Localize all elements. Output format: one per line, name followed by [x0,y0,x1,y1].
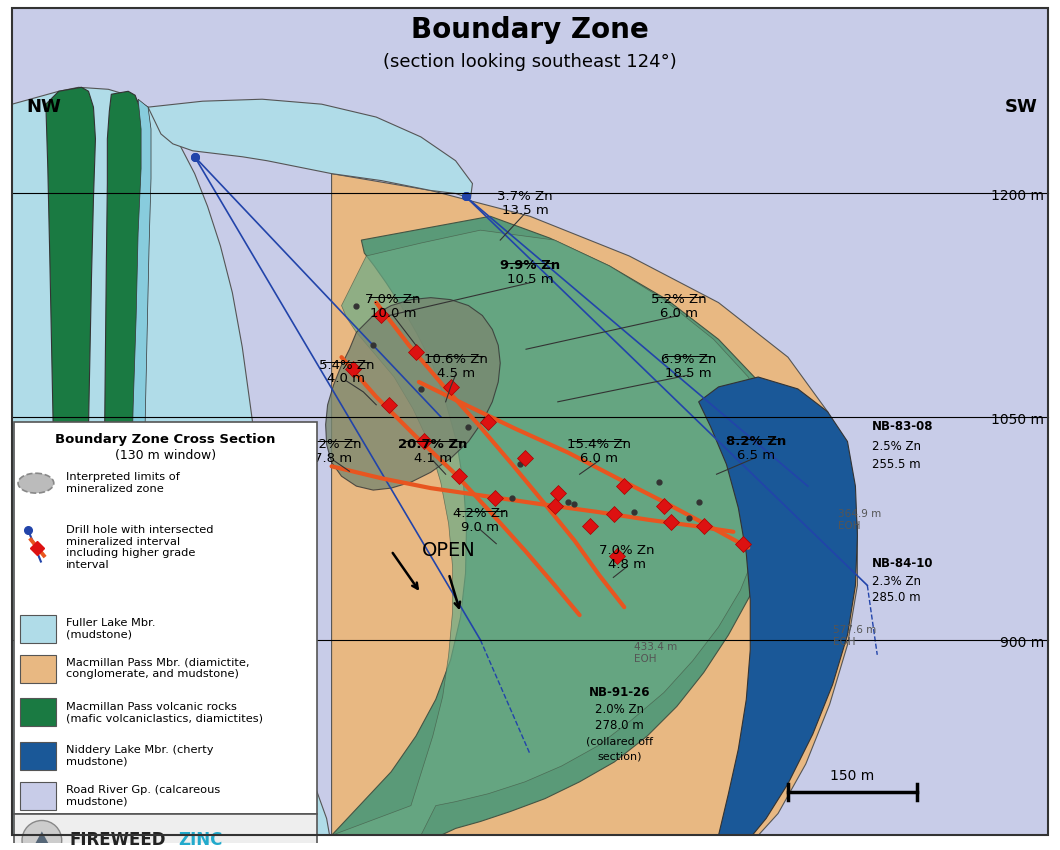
Polygon shape [332,216,780,836]
Text: 18.5 m: 18.5 m [666,366,712,380]
Text: NB-91-26: NB-91-26 [588,686,650,699]
Text: Niddery Lake Mbr. (cherty
mudstone): Niddery Lake Mbr. (cherty mudstone) [66,745,213,767]
Text: NB-84-10: NB-84-10 [872,557,934,570]
Text: EOH: EOH [837,521,860,531]
Text: 900 m: 900 m [1000,636,1044,650]
Text: 20.7% Zn: 20.7% Zn [399,438,467,451]
Text: 2.0% Zn: 2.0% Zn [595,703,643,716]
Text: OPEN: OPEN [422,541,476,560]
Text: 10.5 m: 10.5 m [507,274,553,286]
Text: 7.0% Zn: 7.0% Zn [366,293,421,306]
Text: Boundary Zone: Boundary Zone [411,16,649,43]
Text: 4.2% Zn: 4.2% Zn [453,507,508,520]
Text: 4.5 m: 4.5 m [437,366,475,380]
Polygon shape [12,88,330,836]
Text: 5.4% Zn: 5.4% Zn [319,359,374,371]
Text: NB-83-08: NB-83-08 [872,420,934,434]
Text: Road River Gp. (calcareous
mudstone): Road River Gp. (calcareous mudstone) [66,785,219,807]
Text: Macmillan Pass Mbr. (diamictite,
conglomerate, and mudstone): Macmillan Pass Mbr. (diamictite, conglom… [66,658,249,679]
Text: Boundary Zone Cross Section: Boundary Zone Cross Section [55,433,276,446]
Polygon shape [30,831,54,850]
Text: 3.7% Zn: 3.7% Zn [497,190,553,203]
Text: 7.8 m: 7.8 m [315,452,353,465]
Text: 6.0 m: 6.0 m [581,452,618,465]
Text: 1050 m: 1050 m [991,412,1044,427]
Text: 15.4% Zn: 15.4% Zn [567,438,632,451]
Text: 9.9% Zn: 9.9% Zn [500,259,560,272]
Text: EOH: EOH [832,637,855,647]
Text: 433.4 m: 433.4 m [634,642,677,652]
FancyBboxPatch shape [20,699,56,726]
Polygon shape [99,91,143,836]
Text: (130 m window): (130 m window) [114,449,216,462]
Text: 7.0% Zn: 7.0% Zn [600,544,655,557]
Text: 4.1 m: 4.1 m [413,452,452,465]
FancyBboxPatch shape [20,782,56,809]
Polygon shape [12,8,1048,836]
Text: Macmillan Pass volcanic rocks
(mafic volcaniclastics, diamictites): Macmillan Pass volcanic rocks (mafic vol… [66,701,263,723]
Text: FIREWEED: FIREWEED [70,831,166,849]
Text: 285.0 m: 285.0 m [872,591,921,604]
Text: 8.2% Zn: 8.2% Zn [726,435,787,448]
Text: 5.2% Zn: 5.2% Zn [651,293,707,306]
Polygon shape [699,377,858,836]
Text: 2.3% Zn: 2.3% Zn [872,575,921,588]
Ellipse shape [18,473,54,493]
Text: (collared off: (collared off [586,736,653,746]
Text: EOH: EOH [634,654,657,664]
Polygon shape [121,99,151,836]
Polygon shape [325,298,500,490]
Polygon shape [148,99,473,198]
Text: section): section) [597,751,641,761]
Text: 9.0 m: 9.0 m [461,521,499,535]
Text: 278.0 m: 278.0 m [595,719,643,732]
Text: 577.6 m: 577.6 m [832,625,876,635]
Polygon shape [332,173,858,836]
FancyBboxPatch shape [20,742,56,770]
Text: 6.0 m: 6.0 m [659,307,697,320]
Text: 10.0 m: 10.0 m [370,307,417,320]
Text: ZINC: ZINC [178,831,223,849]
Polygon shape [46,88,95,836]
Text: 4.8 m: 4.8 m [608,558,647,571]
Text: 364.9 m: 364.9 m [837,509,881,518]
Text: 6.2% Zn: 6.2% Zn [305,438,361,451]
Text: 4.0 m: 4.0 m [328,372,366,386]
Text: NW: NW [26,98,60,116]
Text: 10.6% Zn: 10.6% Zn [424,353,488,366]
Text: SW: SW [1005,98,1038,116]
Text: Drill hole with intersected
mineralized interval
including higher grade
interval: Drill hole with intersected mineralized … [66,525,213,570]
FancyBboxPatch shape [14,422,317,813]
FancyBboxPatch shape [20,654,56,683]
Text: Interpreted limits of
mineralized zone: Interpreted limits of mineralized zone [66,473,179,494]
Circle shape [22,820,61,850]
FancyBboxPatch shape [20,615,56,643]
Text: (section looking southeast 124°): (section looking southeast 124°) [383,53,677,71]
Text: 2.5% Zn: 2.5% Zn [872,440,921,453]
Text: Fuller Lake Mbr.
(mudstone): Fuller Lake Mbr. (mudstone) [66,618,155,640]
Text: 150 m: 150 m [830,769,874,783]
FancyBboxPatch shape [14,813,317,850]
Text: 13.5 m: 13.5 m [501,204,548,217]
Text: 1200 m: 1200 m [991,190,1044,203]
Text: 6.5 m: 6.5 m [737,449,775,462]
Text: 6.9% Zn: 6.9% Zn [661,353,717,366]
Text: 255.5 m: 255.5 m [872,458,921,471]
Polygon shape [332,230,771,836]
